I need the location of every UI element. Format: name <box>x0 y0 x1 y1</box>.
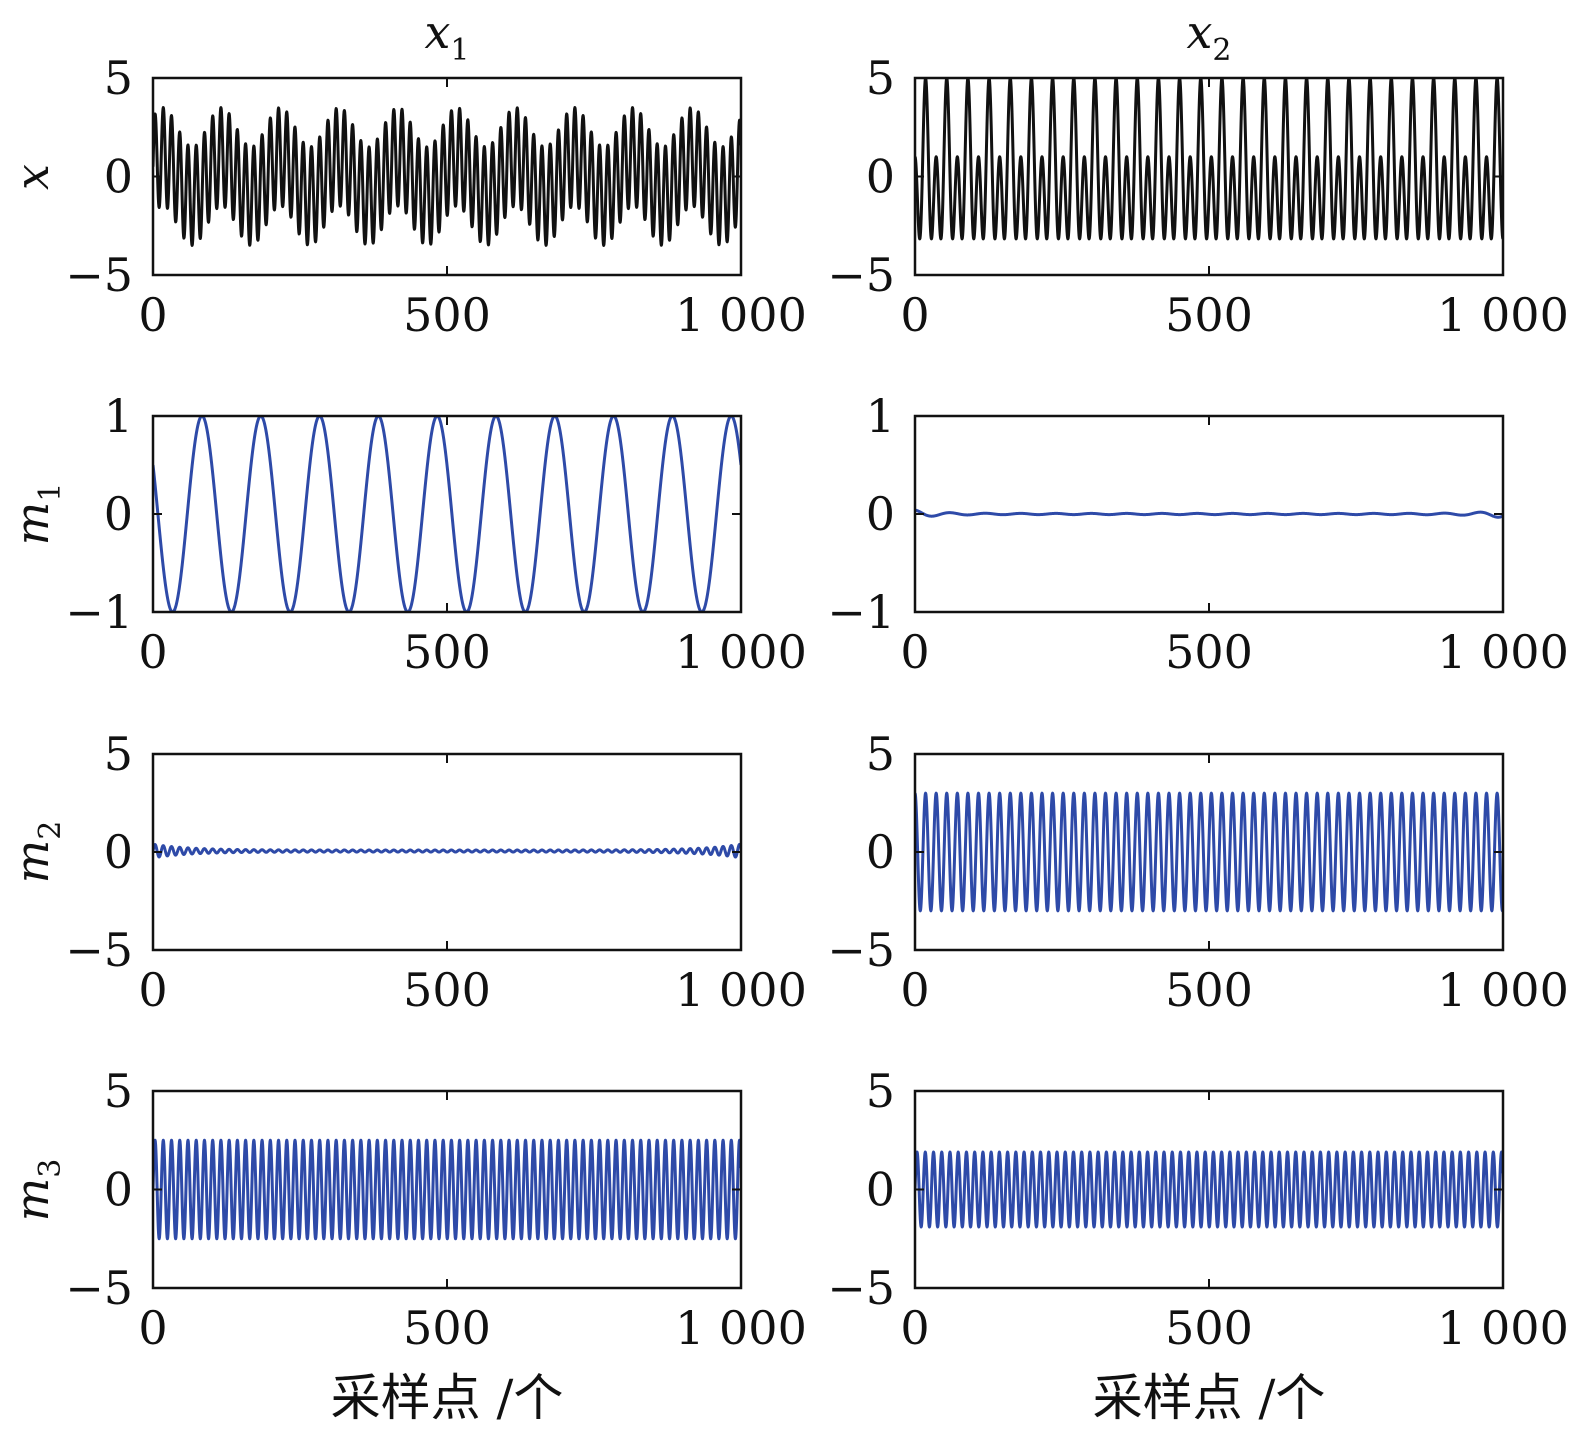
x-tick-label: 0 <box>138 963 167 1017</box>
y-tick-label: 1 <box>104 389 133 443</box>
column-title-sub: 2 <box>1212 33 1231 68</box>
x-axis-label-left: 采样点 /个 <box>331 1369 564 1427</box>
row-label-x: x <box>5 164 59 190</box>
x-tick-label: 1 000 <box>675 963 807 1017</box>
x-tick-label: 0 <box>138 1301 167 1355</box>
column-title-base: x <box>1186 5 1212 59</box>
axes-frame <box>151 1089 743 1290</box>
x-tick-label: 500 <box>403 1301 491 1355</box>
series-line <box>915 78 1503 241</box>
x-tick-label: 0 <box>900 963 929 1017</box>
y-tick-label: 0 <box>866 150 895 204</box>
panel-r2-c0: 0 500 1 000−505 <box>65 727 807 1017</box>
x-tick-label: 1 000 <box>1437 1301 1569 1355</box>
column-title-sub: 1 <box>450 33 469 68</box>
x-tick-label: 1 000 <box>675 1301 807 1355</box>
panel-r3-c0: 0 500 1 000−505 <box>65 1064 807 1355</box>
x-tick-label: 0 <box>900 625 929 679</box>
column-titles: x1 x2 <box>424 5 1231 68</box>
y-tick-label: 0 <box>866 487 895 541</box>
x-tick-label: 500 <box>403 625 491 679</box>
x-tick-label: 0 <box>138 288 167 342</box>
y-tick-label: 5 <box>104 1064 133 1118</box>
y-tick-label: 5 <box>866 1064 895 1118</box>
series-line <box>153 416 741 612</box>
y-tick-label: −1 <box>65 585 133 639</box>
x-tick-label: 0 <box>900 288 929 342</box>
y-tick-label: −1 <box>827 585 895 639</box>
x-tick-label: 500 <box>1165 625 1253 679</box>
panel-r1-c1: 0 500 1 000−101 <box>827 389 1569 679</box>
series-line <box>153 106 741 247</box>
y-tick-label: −5 <box>65 923 133 977</box>
row-label-m1: m1 <box>5 483 68 546</box>
x-axis-label-right: 采样点 /个 <box>1093 1369 1326 1427</box>
x-tick-label: 500 <box>1165 963 1253 1017</box>
y-tick-label: −5 <box>65 248 133 302</box>
x-tick-label: 500 <box>403 288 491 342</box>
column-title-base: x <box>424 5 450 59</box>
panel-r0-c1: 0 500 1 000−505 <box>827 51 1569 342</box>
x-tick-label: 1 000 <box>1437 288 1569 342</box>
panel-r2-c1: 0 500 1 000−505 <box>827 727 1569 1017</box>
x-tick-label: 500 <box>403 963 491 1017</box>
panel-r0-c0: 0 500 1 000−505 <box>65 51 807 342</box>
x-tick-label: 1 000 <box>675 288 807 342</box>
y-tick-label: 5 <box>104 727 133 781</box>
y-tick-label: −5 <box>827 248 895 302</box>
column-title-x2: x2 <box>1186 5 1231 68</box>
y-tick-label: 0 <box>866 825 895 879</box>
y-tick-label: −5 <box>827 923 895 977</box>
axes-frame <box>913 1089 1505 1290</box>
series-line <box>915 791 1503 913</box>
y-tick-label: 1 <box>866 389 895 443</box>
x-tick-label: 1 000 <box>1437 625 1569 679</box>
series-line <box>153 1138 741 1241</box>
row-label-m2: m2 <box>5 821 68 884</box>
series-line <box>915 1150 1503 1229</box>
y-tick-label: 5 <box>866 51 895 105</box>
axes-frame <box>151 76 743 277</box>
y-tick-label: 0 <box>104 150 133 204</box>
panel-r3-c1: 0 500 1 000−505 <box>827 1064 1569 1355</box>
y-tick-label: −5 <box>827 1261 895 1315</box>
x-tick-label: 500 <box>1165 288 1253 342</box>
panel-r1-c0: 0 500 1 000−101 <box>65 389 807 679</box>
y-tick-label: 5 <box>104 51 133 105</box>
series-line <box>153 842 741 859</box>
row-labels: x m1 m2 m3 <box>5 164 68 1221</box>
x-tick-label: 1 000 <box>1437 963 1569 1017</box>
y-tick-label: 5 <box>866 727 895 781</box>
series-line <box>915 508 1503 519</box>
axes-frame <box>151 414 743 614</box>
row-label-m3: m3 <box>5 1159 68 1222</box>
x-tick-label: 0 <box>138 625 167 679</box>
y-tick-label: 0 <box>104 487 133 541</box>
x-tick-label: 0 <box>900 1301 929 1355</box>
y-tick-label: 0 <box>866 1163 895 1217</box>
x-tick-label: 500 <box>1165 1301 1253 1355</box>
y-tick-label: −5 <box>65 1261 133 1315</box>
column-title-x1: x1 <box>424 5 469 68</box>
y-tick-label: 0 <box>104 825 133 879</box>
x-tick-label: 1 000 <box>675 625 807 679</box>
y-tick-label: 0 <box>104 1163 133 1217</box>
